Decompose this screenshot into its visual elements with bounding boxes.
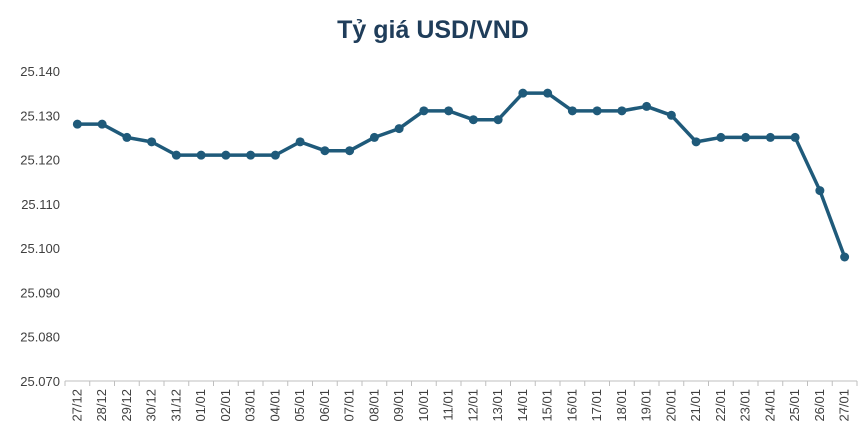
y-tick-label: 25.140 <box>20 64 60 79</box>
data-point <box>592 106 602 116</box>
data-point <box>345 146 355 156</box>
x-tick-label: 31/12 <box>168 389 183 422</box>
x-tick-label: 07/01 <box>342 389 357 422</box>
data-point <box>765 132 775 142</box>
x-tick-label: 04/01 <box>267 389 282 422</box>
data-point <box>221 150 231 160</box>
data-point <box>642 101 652 111</box>
data-point <box>493 115 503 125</box>
data-point <box>666 110 676 120</box>
x-tick-label: 10/01 <box>416 389 431 422</box>
x-tick-label: 09/01 <box>391 389 406 422</box>
y-tick-label: 25.100 <box>20 241 60 256</box>
chart-title: Tỷ giá USD/VND <box>337 16 529 44</box>
data-point <box>518 88 528 98</box>
data-point <box>147 137 157 147</box>
x-tick-label: 19/01 <box>639 389 654 422</box>
y-tick-label: 25.130 <box>20 108 60 123</box>
x-tick-label: 16/01 <box>564 389 579 422</box>
y-tick-label: 25.110 <box>21 197 60 212</box>
data-point <box>320 146 330 156</box>
data-point <box>196 150 206 160</box>
x-tick-label: 27/12 <box>69 389 84 422</box>
data-point <box>543 88 553 98</box>
x-tick-label: 27/01 <box>837 389 852 422</box>
data-point <box>369 132 379 142</box>
data-point <box>295 137 305 147</box>
data-point <box>171 150 181 160</box>
x-tick-label: 28/12 <box>94 389 109 422</box>
x-tick-label: 25/01 <box>787 389 802 422</box>
x-tick-label: 14/01 <box>515 389 530 422</box>
x-tick-label: 21/01 <box>688 389 703 422</box>
x-tick-label: 24/01 <box>762 389 777 422</box>
y-tick-label: 25.080 <box>20 330 60 345</box>
series-line-group <box>75 91 847 259</box>
data-point <box>840 252 850 262</box>
data-point <box>617 106 627 116</box>
x-tick-label: 05/01 <box>292 389 307 422</box>
data-point <box>270 150 280 160</box>
data-point <box>716 132 726 142</box>
data-point <box>246 150 256 160</box>
data-point <box>741 132 751 142</box>
x-tick-label: 22/01 <box>713 389 728 422</box>
series-points <box>72 88 850 262</box>
x-tick-label: 02/01 <box>218 389 233 422</box>
x-tick-label: 08/01 <box>366 389 381 422</box>
x-tick-label: 30/12 <box>144 389 159 422</box>
data-point <box>567 106 577 116</box>
x-tick-label: 06/01 <box>317 389 332 422</box>
data-point <box>790 132 800 142</box>
x-tick-label: 01/01 <box>193 389 208 422</box>
data-point <box>815 186 825 196</box>
x-tick-label: 26/01 <box>812 389 827 422</box>
x-tick-label: 18/01 <box>614 389 629 422</box>
data-point <box>468 115 478 125</box>
x-tick-label: 17/01 <box>589 389 604 422</box>
x-tick-label: 20/01 <box>663 389 678 422</box>
data-point <box>444 106 454 116</box>
y-tick-label: 25.070 <box>20 374 60 389</box>
series-line <box>75 91 847 259</box>
x-tick-label: 15/01 <box>540 389 555 422</box>
y-tick-label: 25.120 <box>20 153 60 168</box>
axes <box>64 380 858 386</box>
x-tick-label: 03/01 <box>243 389 258 422</box>
x-tick-label: 29/12 <box>119 389 134 422</box>
data-point <box>419 106 429 116</box>
data-point <box>97 119 107 129</box>
data-point <box>394 124 404 134</box>
y-tick-label: 25.090 <box>20 285 60 300</box>
data-point <box>691 137 701 147</box>
data-point <box>72 119 82 129</box>
data-point <box>122 132 132 142</box>
x-tick-label: 23/01 <box>738 389 753 422</box>
x-tick-label: 13/01 <box>490 389 505 422</box>
x-tick-label: 12/01 <box>465 389 480 422</box>
x-tick-labels: 27/12 28/12 29/12 30/12 31/12 01/01 02/01 03/01… <box>69 389 851 422</box>
y-tick-labels: 25.070 25.080 25.090 25.100 25.110 25.120 25.1… <box>20 64 60 389</box>
x-tick-label: 11/01 <box>441 389 456 421</box>
